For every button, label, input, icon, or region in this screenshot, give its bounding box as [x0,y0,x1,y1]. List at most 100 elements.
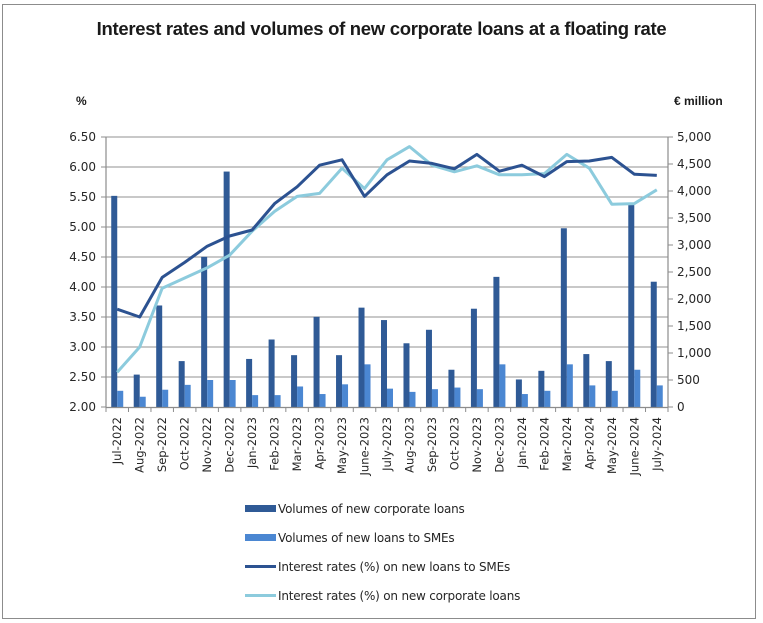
bar-corporate-volume [246,358,253,407]
legend-label: Interest rates (%) on new loans to SMEs [278,559,511,574]
bar-sme-volume [252,395,259,407]
bar-sme-volume [162,389,169,407]
bar-sme-volume [611,390,618,407]
category-label: Sep-2022 [155,417,169,472]
bar-corporate-volume [628,205,635,407]
legend-swatch-corporate-volumes [245,505,276,512]
bar-corporate-volume [605,361,612,407]
bar-sme-volume [499,364,506,407]
category-label: Dec-2023 [492,417,506,473]
bar-corporate-volume [470,308,477,407]
category-label: Nov-2022 [200,417,214,473]
bar-series [111,171,663,407]
bar-sme-volume [274,395,281,407]
left-tick-label: 3.50 [69,310,96,324]
category-label: June-2024 [627,417,641,476]
bar-corporate-volume [403,343,410,407]
right-tick-label: 2,000 [677,292,711,306]
legend-label: Interest rates (%) on new corporate loan… [278,588,521,603]
left-tick-label: 5.50 [69,190,96,204]
bar-sme-volume [117,390,124,407]
bar-sme-volume [297,386,304,407]
right-tick-label: 500 [677,373,700,387]
right-tick-label: 0 [677,400,685,414]
category-label: Aug-2023 [402,417,416,473]
category-label: May-2024 [605,417,619,474]
bar-corporate-volume [650,281,657,407]
chart-frame [2,4,756,619]
bar-sme-volume [342,384,349,407]
legend-swatch-corporate-rates [245,594,276,597]
bar-sme-volume [634,369,641,407]
bar-corporate-volume [381,320,387,407]
category-label: Nov-2023 [470,417,484,473]
left-tick-label: 2.50 [69,370,96,384]
bar-corporate-volume [425,329,432,407]
category-label: Oct-2023 [447,417,461,470]
bar-corporate-volume [201,256,208,407]
right-axis-ticks: 0 500 1,000 1,500 2,000 2,500 3,000 3,500 4,000 4… [668,130,711,414]
bar-corporate-volume [583,354,590,407]
category-label: June-2023 [358,417,372,476]
right-tick-label: 2,500 [677,265,711,279]
bar-sme-volume [544,390,551,407]
category-label: Apr-2024 [582,417,596,470]
bar-sme-volume [409,391,416,407]
category-label: July-2023 [380,417,394,472]
bar-sme-volume [387,388,393,407]
left-axis-unit-label: % [76,94,87,108]
category-label: May-2023 [335,417,349,474]
category-label: Apr-2023 [313,417,327,470]
left-tick-label: 4.50 [69,250,96,264]
chart-title: Interest rates and volumes of new corpor… [96,18,667,39]
legend: Volumes of new corporate loans Volumes o… [245,494,520,610]
left-tick-label: 5.00 [69,220,96,234]
category-label: Feb-2023 [268,417,282,471]
bar-corporate-volume [223,171,230,407]
bar-sme-volume [364,364,371,407]
bar-sme-volume [184,384,191,407]
bar-corporate-volume [133,374,140,407]
bar-corporate-volume [358,307,365,407]
right-tick-label: 3,000 [677,238,711,252]
right-tick-label: 1,000 [677,346,711,360]
bar-sme-volume [207,380,214,407]
legend-swatch-sme-volumes [245,534,276,541]
bar-sme-volume [589,385,596,407]
bar-sme-volume [521,394,528,407]
legend-item-sme-volumes: Volumes of new loans to SMEs [245,523,520,552]
bar-sme-volume [566,364,573,407]
legend-item-sme-rates: Interest rates (%) on new loans to SMEs [245,552,520,581]
bar-sme-volume [319,394,326,407]
right-axis-unit-label: € million [674,94,723,108]
bar-corporate-volume [268,339,275,407]
bar-sme-volume [476,389,483,407]
category-label: Jan-2023 [245,417,259,469]
right-tick-label: 1,500 [677,319,711,333]
bar-corporate-volume [538,370,545,407]
line-sme-interest-rate [116,152,657,319]
bar-sme-volume [139,396,146,407]
bar-corporate-volume [178,361,185,407]
category-label: Sep-2023 [425,417,439,472]
legend-item-corporate-rates: Interest rates (%) on new corporate loan… [245,581,520,610]
bar-corporate-volume [515,379,522,407]
legend-label: Volumes of new corporate loans [278,501,465,516]
category-label: July-2024 [650,417,664,472]
category-label: Jan-2024 [515,417,529,469]
axes [105,137,669,412]
left-axis-ticks: 2.00 2.50 3.00 3.50 4.00 4.50 5.00 5.50 6.00 6.50 [69,130,106,414]
category-label: Dec-2022 [223,417,237,473]
bar-corporate-volume [313,316,320,407]
legend-label: Volumes of new loans to SMEs [278,530,455,545]
right-tick-label: 4,500 [677,157,711,171]
category-axis-labels: Jul-2022 Aug-2022 Sep-2022 Oct-2022 Nov-2022… [110,417,664,476]
category-label: Mar-2024 [560,417,574,471]
category-label: Aug-2022 [133,417,147,473]
left-tick-label: 3.00 [69,340,96,354]
category-label: Jul-2022 [110,417,124,465]
category-label: Mar-2023 [290,417,304,471]
bar-corporate-volume [156,305,163,407]
right-tick-label: 3,500 [677,211,711,225]
